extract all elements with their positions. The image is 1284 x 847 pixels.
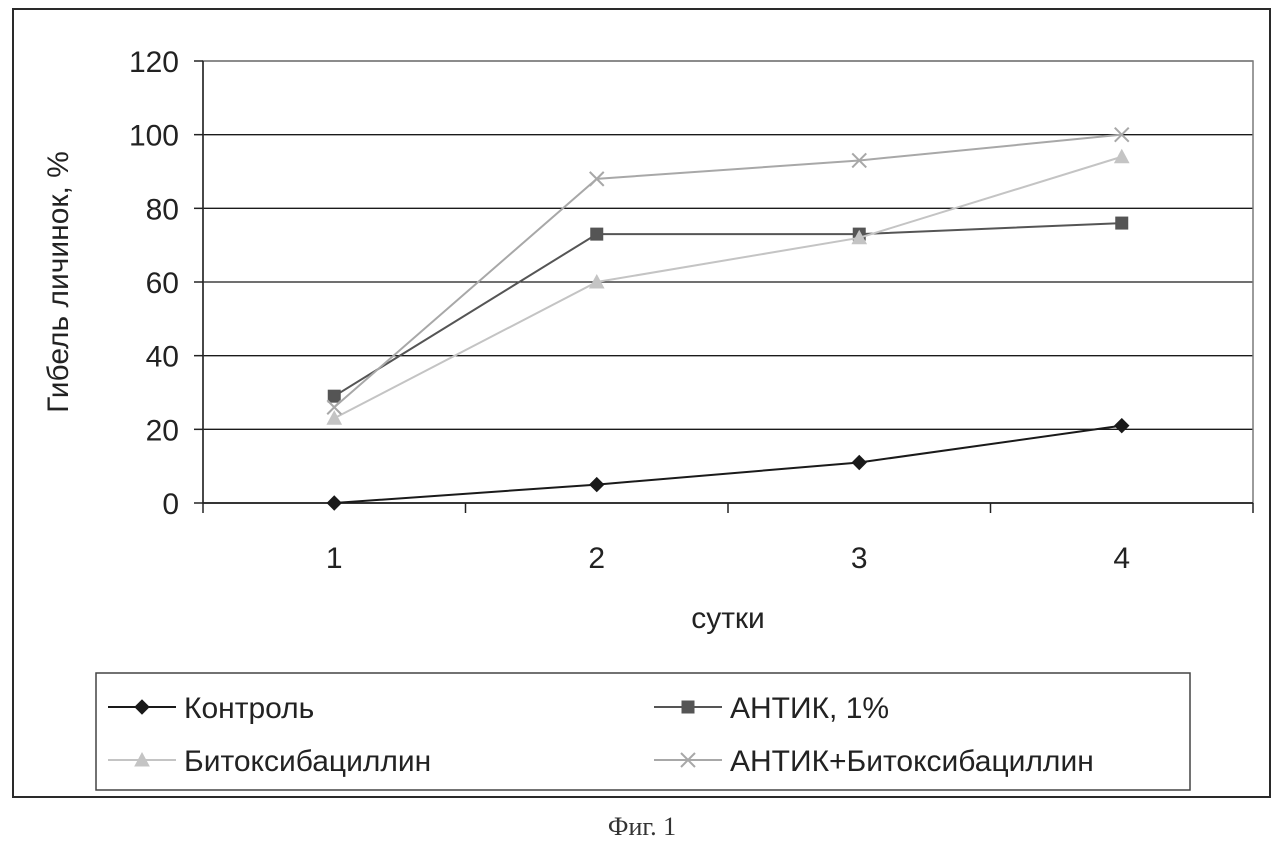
series-layer [326, 126, 1130, 511]
marker-stroke [589, 171, 605, 187]
series-line [333, 133, 1122, 408]
gridlines [203, 60, 1253, 430]
data-point [326, 495, 342, 511]
y-tick-label: 40 [146, 341, 179, 374]
legend-label: Битоксибациллин [184, 745, 431, 778]
legend-item-4: АНТИК+Битоксибациллин [654, 745, 1094, 778]
legend-label: АНТИК+Битоксибациллин [730, 745, 1094, 778]
y-tick-label: 100 [129, 120, 179, 153]
data-point [326, 399, 342, 415]
marker-stroke [680, 752, 696, 768]
y-tick-label: 0 [162, 488, 179, 521]
series-1 [326, 417, 1130, 511]
legend-marker [134, 751, 150, 767]
legend-item-2: АНТИК, 1% [654, 692, 889, 725]
series-line [334, 424, 1122, 504]
x-tick-label: 3 [851, 542, 868, 575]
legend-marker [134, 699, 150, 715]
data-point [590, 227, 604, 241]
marker-stroke [326, 399, 342, 415]
legend-label: Контроль [184, 692, 314, 725]
data-point [1114, 417, 1130, 434]
axes [194, 60, 1254, 513]
legend-item-3: Битоксибациллин [108, 745, 431, 778]
data-point [327, 389, 341, 403]
legend-marker [680, 752, 696, 768]
marker-stroke [1114, 126, 1130, 143]
legend-label: АНТИК, 1% [730, 692, 889, 725]
legend: Контроль АНТИК, 1% Битоксибациллин АНТИК+Би… [95, 672, 1191, 791]
series-4 [326, 126, 1130, 415]
series-2 [327, 216, 1129, 403]
data-point [1113, 148, 1130, 164]
data-point [851, 152, 867, 169]
legend-item-1: Контроль [108, 692, 314, 725]
legend-box [95, 672, 1191, 791]
series-line [333, 155, 1123, 420]
data-point [326, 410, 343, 425]
data-point [1114, 126, 1130, 143]
data-point [851, 454, 867, 471]
data-point [588, 273, 605, 289]
x-tick-labels: 1 2 3 4 [326, 542, 1130, 575]
y-tick-label: 60 [146, 267, 179, 300]
figure-caption: Фиг. 1 [607, 812, 677, 841]
data-point [589, 171, 605, 187]
series-line [333, 222, 1122, 398]
y-tick-label: 20 [146, 414, 179, 447]
x-tick-label: 2 [588, 542, 605, 575]
y-tick-label: 120 [129, 46, 179, 79]
line-chart: 0 20 40 60 80 100 120 1 2 3 4 Гибель личинок, % с… [42, 46, 1254, 791]
y-tick-label: 80 [146, 193, 179, 226]
x-tick-label: 1 [326, 542, 343, 575]
series-3 [326, 148, 1130, 425]
x-tick-label: 4 [1113, 542, 1130, 575]
data-point [589, 476, 605, 493]
chart-frame [12, 8, 1271, 798]
y-axis-title: Гибель личинок, % [42, 151, 75, 413]
data-point [851, 229, 868, 245]
x-axis-title: сутки [691, 602, 765, 635]
legend-marker [681, 700, 695, 714]
y-tick-labels: 0 20 40 60 80 100 120 [129, 46, 179, 521]
data-point [1115, 216, 1129, 230]
marker-stroke [851, 152, 867, 169]
